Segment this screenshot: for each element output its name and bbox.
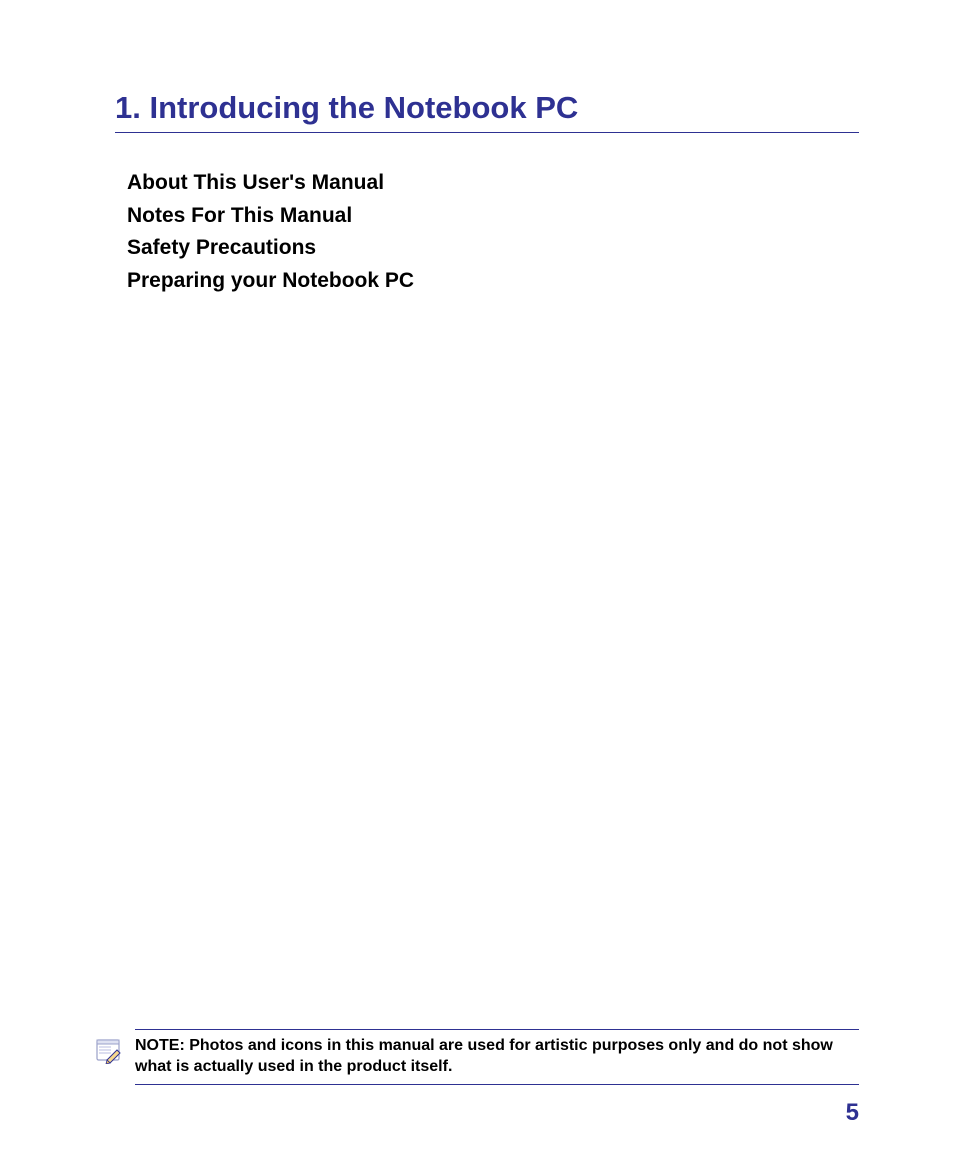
document-page: 1. Introducing the Notebook PC About Thi…	[0, 0, 954, 1155]
note-pencil-icon	[95, 1036, 135, 1069]
note-row: NOTE: Photos and icons in this manual ar…	[95, 1036, 859, 1078]
note-text: NOTE: Photos and icons in this manual ar…	[135, 1036, 859, 1078]
note-rule-top	[135, 1029, 859, 1030]
note-block: NOTE: Photos and icons in this manual ar…	[95, 1029, 859, 1085]
page-number: 5	[846, 1099, 859, 1127]
toc-item: About This User's Manual	[127, 167, 859, 200]
note-rule-bottom	[135, 1084, 859, 1085]
toc-item: Notes For This Manual	[127, 200, 859, 233]
toc-item: Preparing your Notebook PC	[127, 265, 859, 298]
toc-item: Safety Precautions	[127, 232, 859, 265]
chapter-title: 1. Introducing the Notebook PC	[115, 90, 859, 133]
chapter-toc: About This User's Manual Notes For This …	[127, 167, 859, 297]
